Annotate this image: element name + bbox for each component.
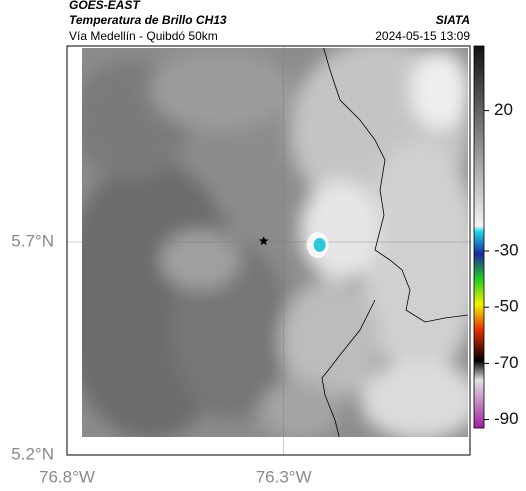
colorbar xyxy=(473,45,485,429)
colorbar-tick-label: -90 xyxy=(494,409,519,428)
y-tick-label: 5.2°N xyxy=(11,444,54,463)
x-tick-label: 76.8°W xyxy=(39,467,95,486)
title: Temperatura de Brillo CH13 xyxy=(69,13,227,27)
colorbar-tick-label: -50 xyxy=(494,297,519,316)
colorbar-tick-label: -70 xyxy=(494,353,519,372)
satellite-image xyxy=(82,48,468,437)
x-tick-label: 76.3°W xyxy=(256,467,312,486)
y-tick-label: 5.7°N xyxy=(11,231,54,250)
source: GOES-EAST xyxy=(69,0,141,12)
map-frame xyxy=(66,45,471,456)
colorbar-tick-label: 20 xyxy=(494,100,513,119)
datetime: 2024-05-15 13:09 xyxy=(375,29,470,43)
subtitle: Vía Medellín - Quibdó 50km xyxy=(69,29,218,43)
border xyxy=(321,48,468,437)
colorbar-tick-label: -30 xyxy=(494,241,519,260)
station-star xyxy=(259,236,269,246)
brand: SIATA xyxy=(436,13,470,27)
cold-cloud xyxy=(313,237,326,252)
